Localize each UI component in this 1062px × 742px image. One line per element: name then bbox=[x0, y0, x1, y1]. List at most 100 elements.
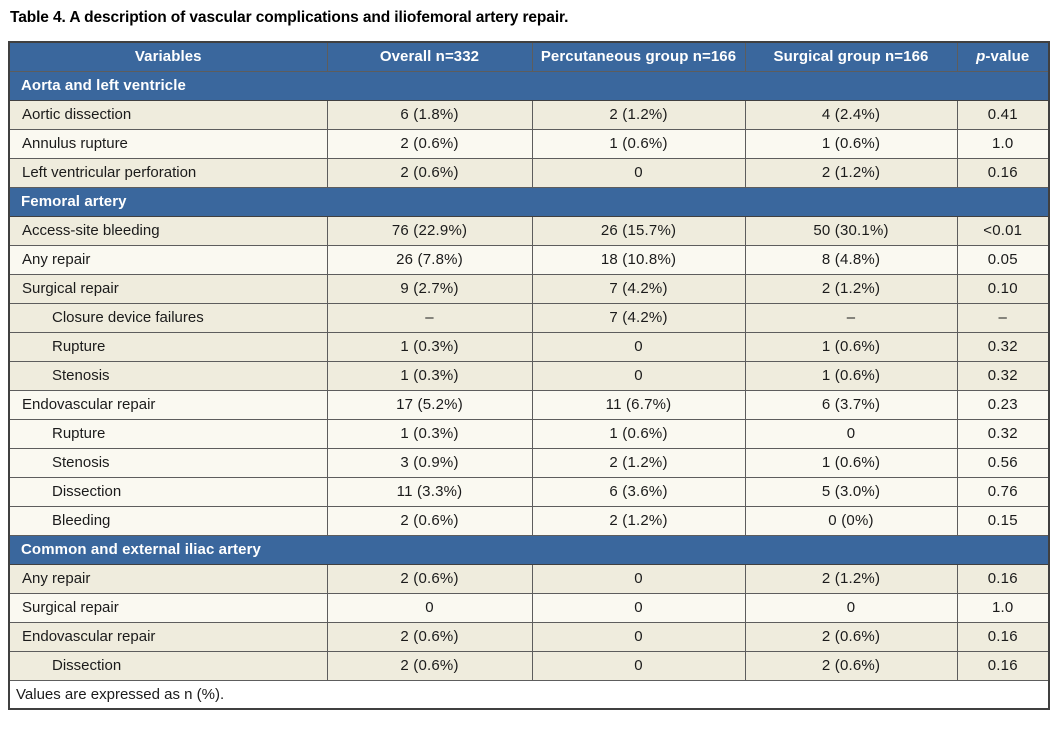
vascular-complications-table: Variables Overall n=332 Percutaneous gro… bbox=[8, 41, 1050, 710]
table-row: Stenosis 1 (0.3%) 0 1 (0.6%) 0.32 bbox=[8, 360, 1050, 391]
row-label-cell: Endovascular repair bbox=[8, 389, 328, 420]
value-cell: 1 (0.6%) bbox=[531, 418, 746, 449]
value-cell: 2 (0.6%) bbox=[326, 128, 533, 159]
row-label-cell: Surgical repair bbox=[8, 273, 328, 304]
value-cell: 2 (0.6%) bbox=[744, 621, 958, 652]
page: Table 4. A description of vascular compl… bbox=[8, 9, 1050, 710]
value-cell: 1 (0.3%) bbox=[326, 360, 533, 391]
value-cell: 1.0 bbox=[956, 128, 1050, 159]
value-cell: 0 bbox=[531, 157, 746, 188]
value-cell: 11 (6.7%) bbox=[531, 389, 746, 420]
table-row: Surgical repair 0 0 0 1.0 bbox=[8, 592, 1050, 623]
column-header-percutaneous: Percutaneous group n=166 bbox=[531, 41, 746, 72]
table-row: Rupture 1 (0.3%) 0 1 (0.6%) 0.32 bbox=[8, 331, 1050, 362]
section-header-row: Aorta and left ventricle bbox=[9, 70, 1049, 101]
table-row: Bleeding 2 (0.6%) 2 (1.2%) 0 (0%) 0.15 bbox=[8, 505, 1050, 536]
value-cell: 0.05 bbox=[956, 244, 1050, 275]
table-row: Closure device failures –7 (4.2%) – – bbox=[8, 302, 1050, 333]
value-cell: 7 (4.2%) bbox=[531, 302, 746, 333]
row-label-cell: Rupture bbox=[8, 418, 328, 449]
section-header-label: Common and external iliac artery bbox=[9, 534, 1049, 565]
table-row: Left ventricular perforation 2 (0.6%) 0 2 (… bbox=[8, 157, 1050, 188]
value-cell: 2 (1.2%) bbox=[531, 447, 746, 478]
row-label-cell: Rupture bbox=[8, 331, 328, 362]
value-cell: 8 (4.8%) bbox=[744, 244, 958, 275]
value-cell: 17 (5.2%) bbox=[326, 389, 533, 420]
value-cell: 2 (0.6%) bbox=[744, 650, 958, 681]
column-header-variables: Variables bbox=[9, 41, 328, 72]
section-header-label: Aorta and left ventricle bbox=[9, 70, 1049, 101]
table-footer: Values are expressed as n (%). bbox=[8, 679, 1050, 710]
value-cell: – bbox=[744, 302, 958, 333]
value-cell: 2 (1.2%) bbox=[531, 505, 746, 536]
value-cell: – bbox=[326, 302, 533, 333]
value-cell: 1 (0.6%) bbox=[531, 128, 746, 159]
table-body: Aorta and left ventricle Aortic dissectio… bbox=[8, 70, 1050, 681]
value-cell: <0.01 bbox=[956, 215, 1050, 246]
value-cell: 0.16 bbox=[956, 650, 1050, 681]
row-label-cell: Stenosis bbox=[8, 447, 328, 478]
value-cell: 0 bbox=[531, 331, 746, 362]
row-label-cell: Closure device failures bbox=[8, 302, 328, 333]
value-cell: 0.15 bbox=[956, 505, 1050, 536]
value-cell: 4 (2.4%) bbox=[744, 99, 958, 130]
value-cell: 6 (3.7%) bbox=[744, 389, 958, 420]
value-cell: 26 (15.7%) bbox=[531, 215, 746, 246]
p-value-italic-p: p bbox=[976, 48, 986, 66]
table-row: Any repair 26 (7.8%) 18 (10.8%) 8 (4.8%) 0.0… bbox=[8, 244, 1050, 275]
row-label-cell: Left ventricular perforation bbox=[8, 157, 328, 188]
section-header-row: Common and external iliac artery bbox=[9, 534, 1049, 565]
table-row: Endovascular repair 17 (5.2%) 11 (6.7%) 6 (… bbox=[8, 389, 1050, 420]
value-cell: 0 bbox=[531, 621, 746, 652]
value-cell: 0 bbox=[531, 592, 746, 623]
value-cell: 0.10 bbox=[956, 273, 1050, 304]
column-header-p-value: p-value bbox=[956, 41, 1050, 72]
row-label-cell: Surgical repair bbox=[8, 592, 328, 623]
section-header-label: Femoral artery bbox=[9, 186, 1049, 217]
value-cell: 26 (7.8%) bbox=[326, 244, 533, 275]
value-cell: 0 bbox=[531, 360, 746, 391]
value-cell: 1 (0.6%) bbox=[744, 128, 958, 159]
value-cell: 6 (3.6%) bbox=[531, 476, 746, 507]
value-cell: 0 bbox=[531, 563, 746, 594]
value-cell: 0.23 bbox=[956, 389, 1050, 420]
table-row: Rupture 1 (0.3%) 1 (0.6%) 0 0.32 bbox=[8, 418, 1050, 449]
p-value-rest: -value bbox=[985, 48, 1030, 66]
value-cell: 0.16 bbox=[956, 621, 1050, 652]
value-cell: 1 (0.6%) bbox=[744, 360, 958, 391]
value-cell: 2 (0.6%) bbox=[326, 505, 533, 536]
column-header-surgical: Surgical group n=166 bbox=[744, 41, 958, 72]
value-cell: – bbox=[956, 302, 1050, 333]
value-cell: 1 (0.6%) bbox=[744, 447, 958, 478]
row-label-cell: Aortic dissection bbox=[8, 99, 328, 130]
value-cell: 6 (1.8%) bbox=[326, 99, 533, 130]
row-label-cell: Annulus rupture bbox=[8, 128, 328, 159]
value-cell: 1 (0.3%) bbox=[326, 331, 533, 362]
value-cell: 0 (0%) bbox=[744, 505, 958, 536]
section-header-row: Femoral artery bbox=[9, 186, 1049, 217]
table-row: Annulus rupture 2 (0.6%) 1 (0.6%) 1 (0.6%) 1… bbox=[8, 128, 1050, 159]
value-cell: 0.56 bbox=[956, 447, 1050, 478]
value-cell: 0.32 bbox=[956, 418, 1050, 449]
row-label-cell: Any repair bbox=[8, 563, 328, 594]
row-label-cell: Dissection bbox=[8, 650, 328, 681]
value-cell: 0.16 bbox=[956, 563, 1050, 594]
row-label-cell: Stenosis bbox=[8, 360, 328, 391]
table-row: Dissection 2 (0.6%) 0 2 (0.6%) 0.16 bbox=[8, 650, 1050, 681]
table-row: Surgical repair 9 (2.7%) 7 (4.2%) 2 (1.2%) 0… bbox=[8, 273, 1050, 304]
value-cell: 0 bbox=[744, 418, 958, 449]
value-cell: 5 (3.0%) bbox=[744, 476, 958, 507]
value-cell: 0 bbox=[326, 592, 533, 623]
table-row: Dissection 11 (3.3%) 6 (3.6%) 5 (3.0%) 0.76 bbox=[8, 476, 1050, 507]
row-label-cell: Bleeding bbox=[8, 505, 328, 536]
table-title: Table 4. A description of vascular compl… bbox=[10, 9, 569, 26]
value-cell: 18 (10.8%) bbox=[531, 244, 746, 275]
value-cell: 0.41 bbox=[956, 99, 1050, 130]
value-cell: 2 (1.2%) bbox=[744, 157, 958, 188]
row-label-cell: Endovascular repair bbox=[8, 621, 328, 652]
value-cell: 11 (3.3%) bbox=[326, 476, 533, 507]
value-cell: 2 (0.6%) bbox=[326, 563, 533, 594]
footnote-row: Values are expressed as n (%). bbox=[8, 679, 1050, 710]
table-row: Stenosis 3 (0.9%) 2 (1.2%) 1 (0.6%) 0.56 bbox=[8, 447, 1050, 478]
value-cell: 2 (0.6%) bbox=[326, 650, 533, 681]
